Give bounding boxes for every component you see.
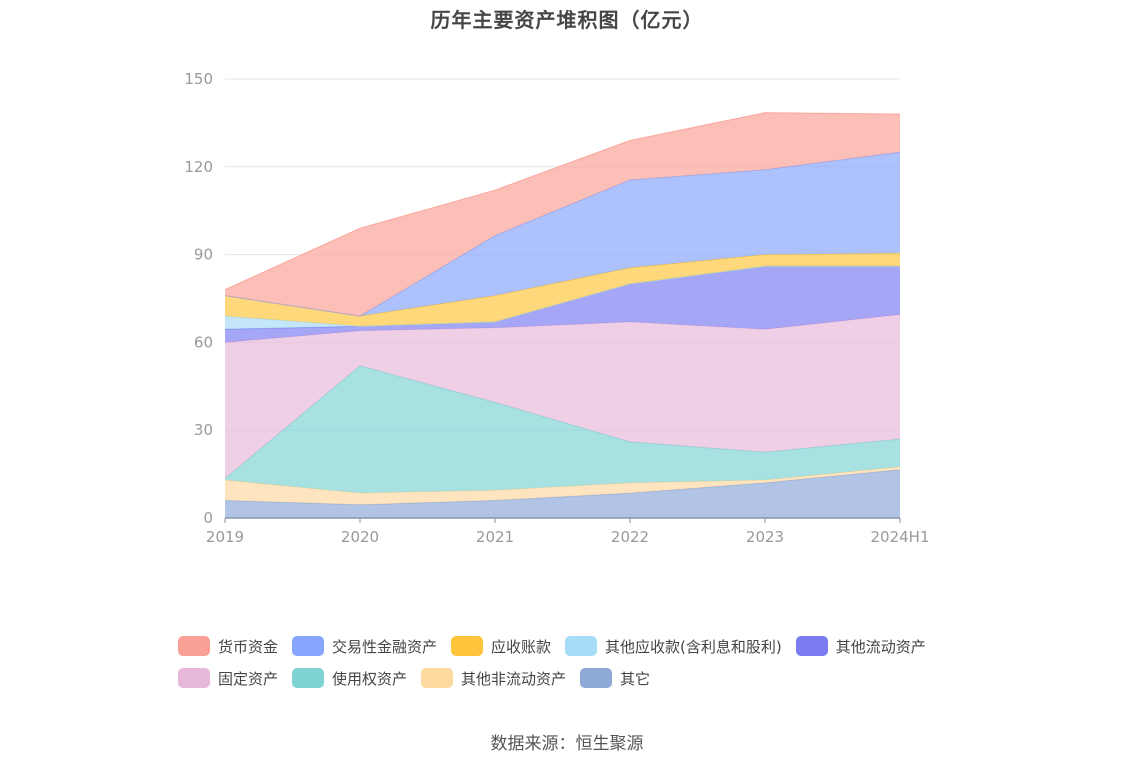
x-tick-label: 2023 (746, 528, 784, 546)
y-tick-label: 150 (184, 70, 213, 88)
legend-label: 货币资金 (218, 637, 279, 656)
legend-item-其他流动资产[interactable]: 其他流动资产 (795, 636, 926, 657)
area-其他流动资产 (225, 266, 900, 343)
x-tick-label: 2019 (206, 528, 244, 546)
legend-item-交易性金融资产[interactable]: 交易性金融资产 (292, 636, 437, 657)
legend-swatch (178, 668, 210, 688)
x-tick-label: 2024H1 (871, 528, 930, 546)
area-货币资金 (225, 112, 900, 317)
legend-label: 交易性金融资产 (332, 637, 438, 656)
legend-item-其它[interactable]: 其它 (580, 668, 650, 689)
area-交易性金融资产 (225, 152, 900, 317)
legend-swatch (292, 636, 325, 656)
area-其他应收款(含利息和股利) (225, 266, 900, 330)
legend-label: 使用权资产 (332, 669, 408, 688)
legend-swatch (565, 636, 598, 656)
legend-item-其他应收款[interactable]: 其他应收款(含利息和股利) (565, 636, 782, 657)
legend-swatch (795, 636, 828, 656)
legend-row-2: 固定资产 使用权资产 其他非流动资产 其它 (178, 662, 1078, 694)
area-使用权资产 (225, 365, 900, 494)
legend-swatch (421, 668, 454, 688)
data-source: 数据来源：恒生聚源 (490, 734, 644, 754)
legend-item-货币资金[interactable]: 货币资金 (178, 636, 278, 657)
area-固定资产 (225, 314, 900, 479)
area-应收账款 (225, 253, 900, 327)
chart-title: 历年主要资产堆积图（亿元） (430, 8, 704, 32)
legend-item-使用权资产[interactable]: 使用权资产 (292, 668, 407, 689)
line-货币资金 (224, 112, 901, 291)
legend-item-固定资产[interactable]: 固定资产 (178, 668, 278, 689)
legend-swatch (178, 636, 210, 656)
legend-row-1: 货币资金 交易性金融资产 应收账款 其他应收款(含利息和股利) 其他流动资产 (178, 630, 1078, 662)
area-其他非流动资产 (225, 466, 900, 505)
x-tick-label: 2021 (476, 528, 514, 546)
legend-swatch (580, 668, 613, 688)
legend-label: 应收账款 (491, 637, 552, 656)
legend-swatch (451, 636, 484, 656)
x-tick-label: 2020 (341, 528, 379, 546)
legend-label: 固定资产 (218, 669, 279, 688)
legend-label: 其他非流动资产 (461, 669, 567, 688)
chart-legend: 货币资金 交易性金融资产 应收账款 其他应收款(含利息和股利) 其他流动资产 固… (178, 630, 1078, 694)
y-tick-label: 90 (194, 246, 213, 264)
area-其它 (225, 469, 900, 518)
legend-swatch (292, 668, 325, 688)
legend-label: 其他应收款(含利息和股利) (605, 637, 782, 656)
x-tick-label: 2022 (611, 528, 649, 546)
y-tick-label: 60 (194, 333, 213, 351)
y-tick-label: 30 (194, 421, 213, 439)
legend-item-应收账款[interactable]: 应收账款 (451, 636, 551, 657)
legend-label: 其他流动资产 (835, 637, 926, 656)
stacked-area-chart: 0 30 60 90 120 150 2019 2020 2021 2022 2023 2024H1 (184, 70, 930, 546)
legend-label: 其它 (620, 669, 651, 688)
y-tick-label: 120 (184, 158, 213, 176)
y-tick-label: 0 (203, 509, 213, 527)
legend-item-其他非流动资产[interactable]: 其他非流动资产 (421, 668, 566, 689)
